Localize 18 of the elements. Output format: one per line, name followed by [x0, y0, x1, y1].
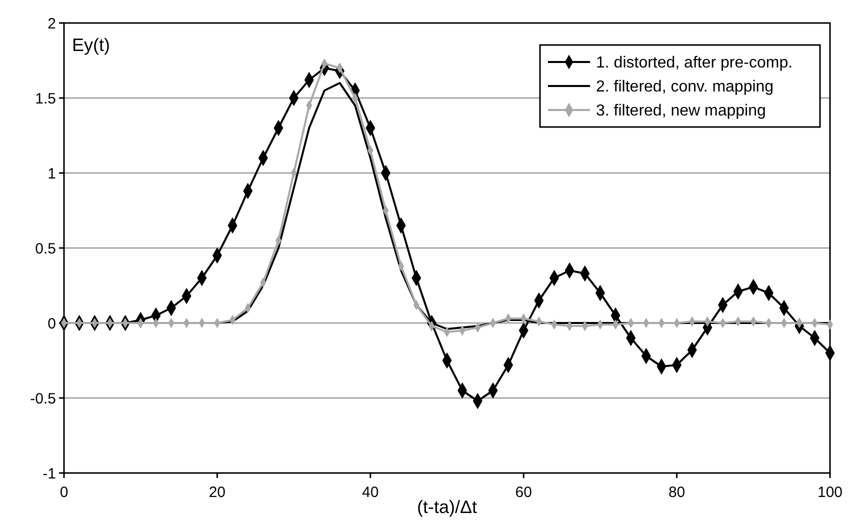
x-tick-label: 80 — [668, 484, 686, 501]
legend-label: 1. distorted, after pre-comp. — [596, 54, 793, 72]
x-tick-label: 40 — [362, 484, 379, 501]
x-tick-label: 0 — [60, 484, 68, 501]
y-tick-label: -0.5 — [30, 390, 56, 408]
y-tick-label: 0.5 — [35, 240, 56, 258]
x-tick-label: 100 — [817, 484, 843, 501]
x-tick-label: 20 — [208, 484, 226, 501]
x-axis-title: (t-ta)/Δt — [416, 497, 478, 517]
legend-label: 2. filtered, conv. mapping — [596, 78, 774, 96]
y-axis-title: Ey(t) — [72, 35, 110, 55]
y-tick-label: 2 — [48, 15, 56, 32]
y-tick-label: -1 — [42, 465, 56, 482]
y-tick-label: 1.5 — [35, 90, 56, 108]
y-tick-label: 1 — [48, 165, 56, 182]
x-tick-label: 60 — [515, 484, 532, 501]
y-tick-label: 0 — [48, 315, 56, 332]
legend-label: 3. filtered, new mapping — [596, 102, 766, 120]
